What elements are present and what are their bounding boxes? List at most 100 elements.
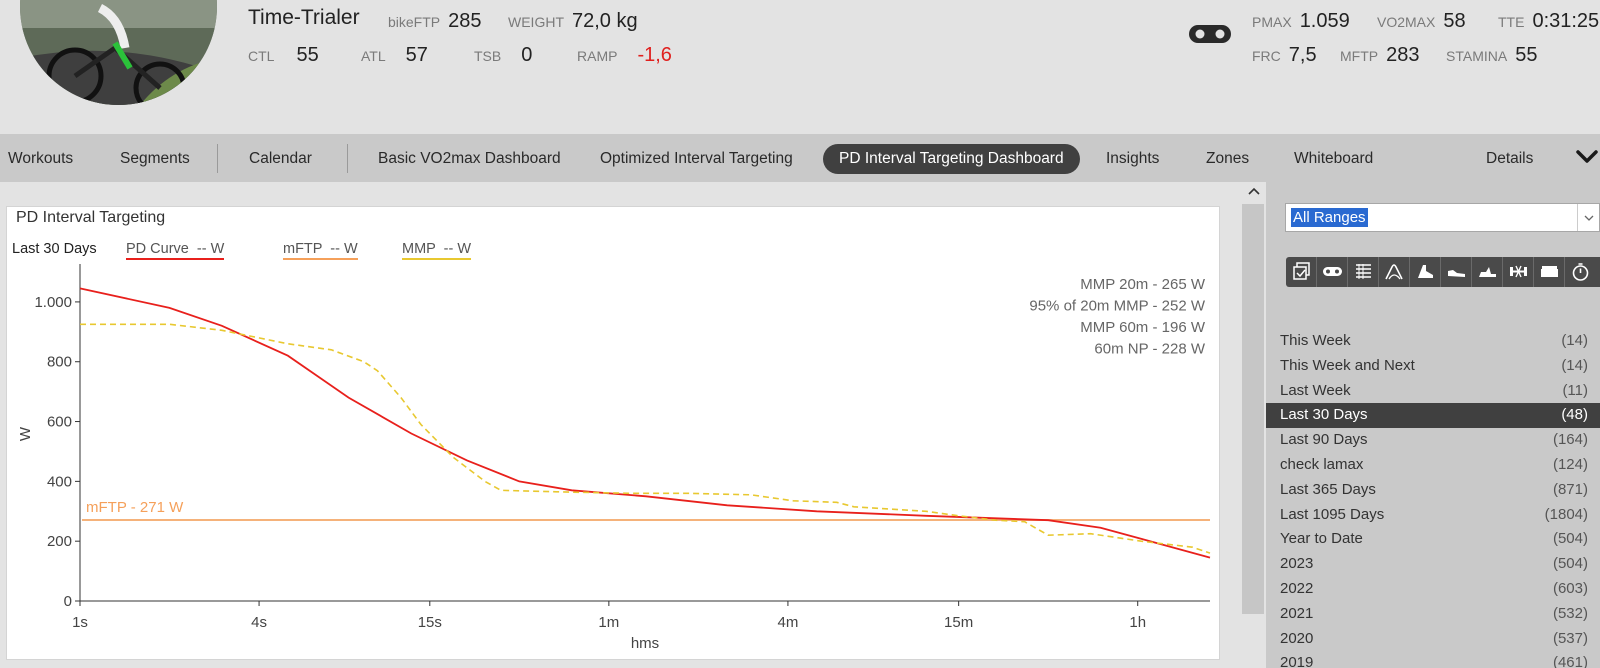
legend-pd-curve[interactable]: PD Curve -- W [126,241,225,260]
tab-whiteboard[interactable]: Whiteboard [1294,150,1374,167]
x-tick-label: 15m [944,614,973,631]
tab-calendar[interactable]: Calendar [249,150,312,167]
range-item[interactable]: This Week (14) [1266,329,1600,354]
metric-pmax: PMAX 1.059 [1252,10,1350,32]
range-item-label: 2022 [1280,580,1314,597]
range-item[interactable]: Last 90 Days (164) [1266,428,1600,453]
y-tick-label: 400 [47,473,72,490]
chart-annotation: 60m NP - 228 W [1094,341,1205,358]
range-item[interactable]: 2021 (532) [1266,602,1600,627]
main-tab-bar: Workouts Segments Calendar Basic VO2max … [0,134,1600,182]
tab-details[interactable]: Details [1486,150,1534,167]
strength-icon[interactable] [1503,257,1534,287]
range-item-label: Last Week [1280,381,1351,399]
tab-segments[interactable]: Segments [120,150,190,167]
stopwatch-icon[interactable] [1565,257,1596,287]
range-item[interactable]: check lamax (124) [1266,453,1600,478]
pd-curve-chart: 0 200 400 600 800 1.000 1s 4s 15s 1m 4m 15m 1h hms WmF… [17,264,1211,652]
y-axis-label: W [17,426,34,441]
range-item-label: Last 365 Days [1280,480,1376,498]
range-item-label: This Week and Next [1280,356,1415,374]
legend-mftp[interactable]: mFTP -- W [283,241,358,260]
range-item-count: (461) [1552,654,1588,668]
rowing-icon[interactable] [1472,257,1503,287]
tab-workouts[interactable]: Workouts [8,150,74,167]
y-tick-label: 600 [47,414,72,431]
legend-mmp[interactable]: MMP -- W [402,241,472,260]
range-item[interactable]: 2023 (504) [1266,552,1600,577]
shoe-icon[interactable] [1441,257,1472,287]
x-tick-label: 1s [72,614,88,631]
range-select-dropdown[interactable] [1577,204,1599,231]
mmp-series-line [80,323,1211,554]
tab-basic-vo2max-dashboard[interactable]: Basic VO2max Dashboard [378,150,561,167]
range-item[interactable]: 2020 (537) [1266,627,1600,652]
chart-annotation: 95% of 20m MMP - 252 W [1029,298,1205,315]
range-item[interactable]: 2019 (461) [1266,651,1600,668]
chart-card [6,206,1220,660]
range-item-label: Last 30 Days [1280,406,1368,424]
metric-mftp: MFTP 283 [1340,44,1420,66]
range-item-label: Last 90 Days [1280,431,1368,449]
x-tick-label: 1m [598,614,619,631]
chart-annotation: MMP 60m - 196 W [1080,319,1206,336]
tab-separator [347,144,348,173]
range-item[interactable]: Year to Date (504) [1266,527,1600,552]
range-item[interactable]: Last Week (11) [1266,379,1600,404]
y-tick-label: 1.000 [34,294,72,311]
range-item-count: (871) [1552,480,1588,498]
range-item-count: (48) [1561,406,1588,424]
list-icon[interactable] [1348,257,1379,287]
range-item-label: 2020 [1280,629,1314,647]
metric-bikeftp: bikeFTP 285 [388,10,482,32]
tab-insights[interactable]: Insights [1106,150,1160,167]
scroll-up-icon[interactable] [1248,186,1260,196]
range-item[interactable]: Last 30 Days (48) [1266,403,1600,429]
route-icon[interactable] [1379,257,1410,287]
range-item-label: This Week [1280,332,1351,349]
metric-tsb: TSB 0 [474,44,533,66]
range-item[interactable]: Last 1095 Days (1804) [1266,503,1600,528]
tab-zones[interactable]: Zones [1206,150,1250,167]
y-tick-label: 200 [47,533,72,550]
chart-title: PD Interval Targeting [16,209,166,226]
multi-select-icon[interactable] [1286,257,1317,287]
metric-weight: WEIGHT 72,0 kg [508,10,638,32]
range-item-count: (14) [1561,332,1588,349]
x-axis-label: hms [631,635,659,652]
athlete-header: Time-Trialer bikeFTP 285 WEIGHT 72,0 kg CT… [0,0,1600,134]
range-item-count: (504) [1552,530,1588,548]
range-item-count: (532) [1552,604,1588,622]
running-shoe-icon[interactable] [1410,257,1441,287]
range-select-value: All Ranges [1291,208,1368,227]
range-select[interactable]: All Ranges [1285,203,1600,232]
range-item-count: (603) [1552,580,1588,597]
chevron-down-icon [1584,215,1594,221]
y-tick-label: 800 [47,354,72,371]
range-item-count: (504) [1552,555,1588,573]
chain-icon [1189,25,1231,43]
athlete-avatar[interactable] [20,0,217,105]
range-item[interactable]: 2022 (603) [1266,577,1600,602]
range-item-label: 2021 [1280,604,1314,622]
range-item-label: Last 1095 Days [1280,505,1385,523]
scrollbar-thumb[interactable] [1242,204,1264,614]
range-item-count: (11) [1562,381,1588,399]
metric-frc: FRC 7,5 [1252,44,1317,66]
tab-optimized-interval-targeting[interactable]: Optimized Interval Targeting [600,150,793,167]
range-item-label: check lamax [1280,456,1364,473]
range-item-count: (164) [1552,431,1588,449]
metric-ctl: CTL 55 [248,44,319,66]
bed-icon[interactable] [1534,257,1565,287]
metric-vo2max: VO2MAX 58 [1377,10,1466,32]
range-item[interactable]: This Week and Next (14) [1266,354,1600,379]
chevron-down-icon[interactable] [1576,148,1598,166]
range-item-label: 2023 [1280,555,1314,573]
chart-scrollbar[interactable] [1242,182,1266,668]
range-item-count: (14) [1561,356,1588,374]
range-item-count: (537) [1552,629,1588,647]
cyclist-photo [20,0,217,105]
tab-pd-interval-targeting-dashboard[interactable]: PD Interval Targeting Dashboard [823,144,1080,174]
chain-icon[interactable] [1317,257,1348,287]
range-item[interactable]: Last 365 Days (871) [1266,478,1600,503]
